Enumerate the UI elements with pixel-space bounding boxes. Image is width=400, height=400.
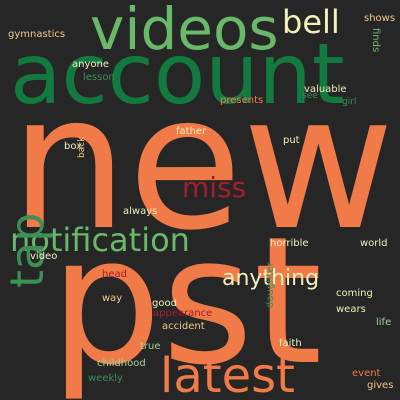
word-new: new [10, 54, 395, 271]
word-father: father [176, 126, 207, 137]
word-gives: gives [367, 380, 394, 391]
word-video: video [30, 251, 58, 262]
word-horrible: horrible [270, 238, 309, 249]
word-event: event [352, 368, 381, 379]
word-see: see [302, 91, 318, 101]
word-lesson: lesson [83, 72, 115, 83]
word-coming: coming [336, 288, 373, 299]
word-account: account [10, 25, 345, 123]
word-pst: pst [50, 199, 323, 400]
word-notification: notification [10, 221, 190, 259]
word-girl: girl [342, 97, 357, 107]
word-childhood: childhood [97, 358, 146, 369]
word-box: box [64, 141, 83, 152]
word-videos: videos [90, 0, 279, 63]
word-always: always [123, 206, 158, 217]
word-miss: miss [182, 171, 247, 204]
word-weekly: weekly [88, 373, 123, 384]
word-valuable: valuable [304, 84, 347, 95]
word-anyone: anyone [72, 59, 109, 70]
word-good: good [152, 298, 177, 309]
word-faith: faith [279, 338, 302, 349]
word-appearance: appearance [153, 308, 213, 319]
word-way: way [102, 293, 123, 304]
word-world: world [360, 238, 388, 249]
word-daughter: daughter [265, 262, 276, 308]
word-wears: wears [336, 304, 366, 315]
word-bell: bell [282, 3, 340, 41]
word-back: back [77, 136, 87, 158]
word-life: life [376, 317, 392, 328]
word-anything: anything [222, 266, 320, 291]
word-accident: accident [162, 321, 205, 332]
word-finds: finds [370, 28, 381, 53]
word-head: head [102, 269, 127, 280]
word-true: true [140, 341, 161, 352]
word-shows: shows [364, 13, 396, 24]
word-put: put [283, 135, 300, 146]
word-presents: presents [220, 95, 264, 106]
word-latest: latest [160, 348, 295, 400]
word-gymnastics: gymnastics [8, 29, 66, 40]
